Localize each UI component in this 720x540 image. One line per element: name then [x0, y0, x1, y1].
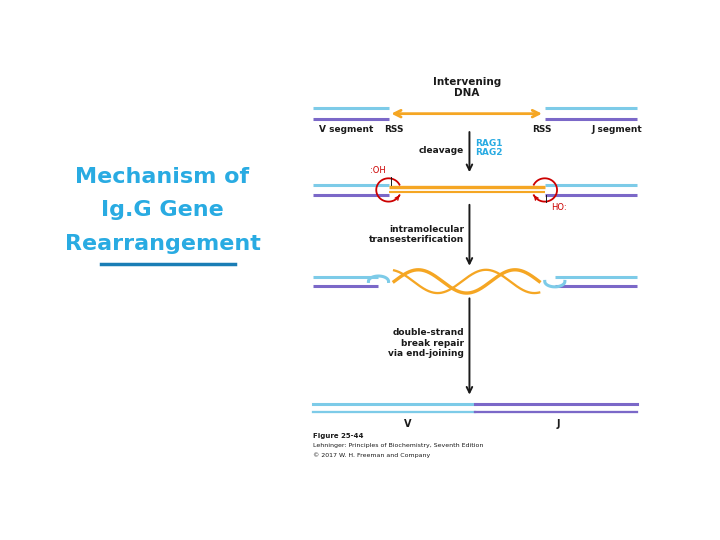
Text: :OH: :OH: [370, 166, 386, 175]
Text: Intervening
DNA: Intervening DNA: [433, 77, 501, 98]
Text: Mechanism of: Mechanism of: [76, 167, 250, 187]
Text: double-strand
break repair
via end-joining: double-strand break repair via end-joini…: [388, 328, 464, 358]
Text: Ig.G Gene: Ig.G Gene: [102, 200, 224, 220]
Text: © 2017 W. H. Freeman and Company: © 2017 W. H. Freeman and Company: [313, 453, 431, 458]
Text: J segment: J segment: [592, 125, 643, 134]
Text: HO:: HO:: [552, 203, 567, 212]
Text: cleavage: cleavage: [418, 146, 464, 156]
Text: Figure 25-44: Figure 25-44: [313, 433, 364, 439]
Text: RSS: RSS: [532, 125, 552, 134]
Text: Rearrangement: Rearrangement: [65, 234, 261, 254]
Text: RAG1
RAG2: RAG1 RAG2: [475, 139, 503, 157]
Text: RSS: RSS: [384, 125, 404, 134]
Text: J: J: [557, 419, 560, 429]
Text: intramolecular
transesterification: intramolecular transesterification: [369, 225, 464, 244]
Text: Lehninger: Principles of Biochemistry, Seventh Edition: Lehninger: Principles of Biochemistry, S…: [313, 443, 484, 448]
Text: V segment: V segment: [320, 125, 374, 134]
Text: V: V: [405, 419, 412, 429]
